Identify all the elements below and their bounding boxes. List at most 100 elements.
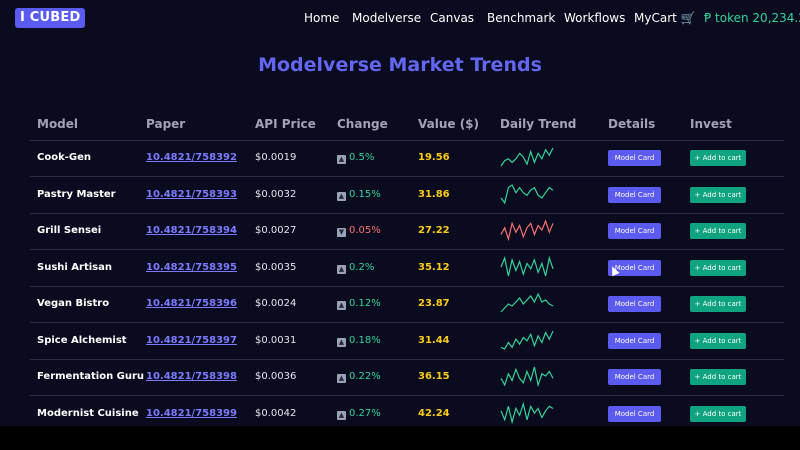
value-usd: 31.86	[418, 188, 450, 200]
table-row: Cook-Gen 10.4821/758392 $0.0019 ▲ 0.5% 19.56 M…	[30, 140, 784, 177]
arrow-up-icon: ▲	[337, 374, 346, 383]
change-value: ▲ 0.12%	[337, 297, 381, 311]
model-name: Cook-Gen	[37, 152, 91, 163]
change-percent: 0.18%	[349, 334, 381, 346]
table-row: Grill Sensei 10.4821/758394 $0.0027 ▼ 0.05% 2…	[30, 213, 784, 250]
arrow-up-icon: ▲	[337, 264, 346, 274]
add-to-cart-button[interactable]: + Add to cart	[690, 223, 746, 239]
model-name: Modernist Cuisine	[37, 407, 139, 419]
model-card-button[interactable]: Model Card	[608, 259, 661, 276]
nav-mycart[interactable]: MyCart 🛒	[634, 11, 696, 25]
daily-trend-sparkline	[500, 401, 554, 424]
model-card-button[interactable]: Model Card	[608, 223, 661, 239]
model-card-button[interactable]: Model Card	[608, 405, 661, 422]
model-card-button[interactable]: Model Card	[608, 186, 661, 203]
arrow-up-icon: ▲	[337, 301, 346, 310]
paper-link[interactable]: 10.4821/758394	[146, 225, 237, 236]
trend-line	[500, 366, 554, 387]
table-row: Pastry Master 10.4821/758393 $0.0032 ▲ 0.15%…	[30, 177, 784, 214]
nav-benchmark[interactable]: Benchmark	[487, 11, 556, 25]
value-usd: 31.44	[418, 334, 450, 346]
header-model: Model	[37, 117, 79, 131]
model-card-button[interactable]: Model Card	[608, 296, 661, 312]
add-to-cart-button[interactable]: + Add to cart	[690, 296, 746, 312]
change-value: ▲ 0.27%	[337, 407, 381, 421]
paper-link[interactable]: 10.4821/758397	[146, 334, 237, 346]
token-balance: Ᵽ token 20,234.23	[704, 11, 800, 25]
change-percent: 0.15%	[349, 188, 381, 200]
api-price: $0.0024	[255, 298, 297, 309]
nav-menu: Home Modelverse Canvas Benchmark Workflo…	[0, 10, 800, 28]
top-navbar: I CUBED Home Modelverse Canvas Benchmark…	[0, 0, 800, 36]
table-row: Sushi Artisan 10.4821/758395 $0.0035 ▲ 0.2% 3…	[30, 250, 784, 287]
table-row: Fermentation Guru 10.4821/758398 $0.0036 ▲ 0…	[30, 359, 784, 396]
header-invest: Invest	[690, 117, 732, 131]
trend-line	[500, 183, 554, 204]
paper-link[interactable]: 10.4821/758398	[146, 371, 237, 382]
nav-workflows[interactable]: Workflows	[564, 11, 626, 25]
arrow-up-icon: ▲	[337, 410, 346, 420]
value-usd: 35.12	[418, 261, 450, 273]
change-value: ▲ 0.5%	[337, 151, 374, 165]
add-to-cart-button[interactable]: + Add to cart	[690, 150, 746, 166]
daily-trend-sparkline	[500, 183, 554, 204]
nav-home[interactable]: Home	[304, 11, 340, 25]
arrow-up-icon: ▲	[337, 191, 346, 201]
model-name: Pastry Master	[37, 188, 116, 200]
trend-line	[500, 147, 554, 167]
value-usd: 19.56	[418, 152, 450, 163]
model-name: Vegan Bistro	[37, 298, 110, 309]
nav-modelverse[interactable]: Modelverse	[352, 11, 422, 25]
paper-link[interactable]: 10.4821/758395	[146, 261, 237, 273]
add-to-cart-button[interactable]: + Add to cart	[690, 186, 746, 203]
paper-link[interactable]: 10.4821/758393	[146, 188, 237, 200]
value-usd: 42.24	[418, 407, 450, 419]
change-value: ▲ 0.15%	[337, 188, 381, 202]
value-usd: 27.22	[418, 225, 450, 236]
change-percent: 0.2%	[349, 261, 375, 273]
model-card-button[interactable]: Model Card	[608, 150, 661, 166]
table-row: Vegan Bistro 10.4821/758396 $0.0024 ▲ 0.12% 2…	[30, 286, 784, 323]
daily-trend-sparkline	[500, 255, 554, 276]
change-value: ▲ 0.22%	[337, 370, 381, 384]
api-price: $0.0032	[255, 188, 297, 200]
paper-link[interactable]: 10.4821/758399	[146, 407, 237, 419]
brand-logo[interactable]: I CUBED	[15, 8, 86, 28]
paper-link[interactable]: 10.4821/758392	[146, 152, 237, 163]
change-value: ▲ 0.18%	[337, 334, 381, 348]
trend-line	[500, 219, 554, 241]
paper-link[interactable]: 10.4821/758396	[146, 298, 237, 309]
daily-trend-sparkline	[500, 366, 554, 387]
trend-line	[500, 330, 554, 350]
add-to-cart-button[interactable]: + Add to cart	[690, 259, 746, 276]
bottom-bar	[0, 426, 800, 450]
nav-canvas[interactable]: Canvas	[430, 11, 475, 25]
trend-line	[500, 292, 554, 313]
table-header: Model Paper API Price Change Value ($) D…	[30, 108, 784, 141]
header-api-price: API Price	[255, 117, 316, 131]
daily-trend-sparkline	[500, 292, 554, 313]
value-usd: 36.15	[418, 371, 450, 382]
change-percent: 0.05%	[349, 225, 381, 236]
model-name: Spice Alchemist	[37, 334, 127, 346]
page-title: Modelverse Market Trends	[258, 54, 542, 76]
arrow-down-icon: ▼	[337, 228, 346, 237]
add-to-cart-button[interactable]: + Add to cart	[690, 405, 746, 422]
model-card-button[interactable]: Model Card	[608, 369, 661, 385]
api-price: $0.0036	[255, 371, 297, 382]
daily-trend-sparkline	[500, 330, 554, 350]
api-price: $0.0019	[255, 152, 297, 163]
api-price: $0.0031	[255, 334, 297, 346]
change-value: ▼ 0.05%	[337, 224, 381, 238]
api-price: $0.0042	[255, 407, 297, 419]
add-to-cart-button[interactable]: + Add to cart	[690, 369, 746, 385]
api-price: $0.0035	[255, 261, 297, 273]
daily-trend-sparkline	[500, 147, 554, 167]
change-percent: 0.27%	[349, 407, 381, 419]
change-percent: 0.22%	[349, 371, 381, 382]
header-value: Value ($)	[418, 117, 480, 131]
value-usd: 23.87	[418, 298, 450, 309]
add-to-cart-button[interactable]: + Add to cart	[690, 332, 746, 349]
table-row: Modernist Cuisine 10.4821/758399 $0.0042 ▲ 0…	[30, 396, 784, 433]
model-card-button[interactable]: Model Card	[608, 332, 661, 349]
